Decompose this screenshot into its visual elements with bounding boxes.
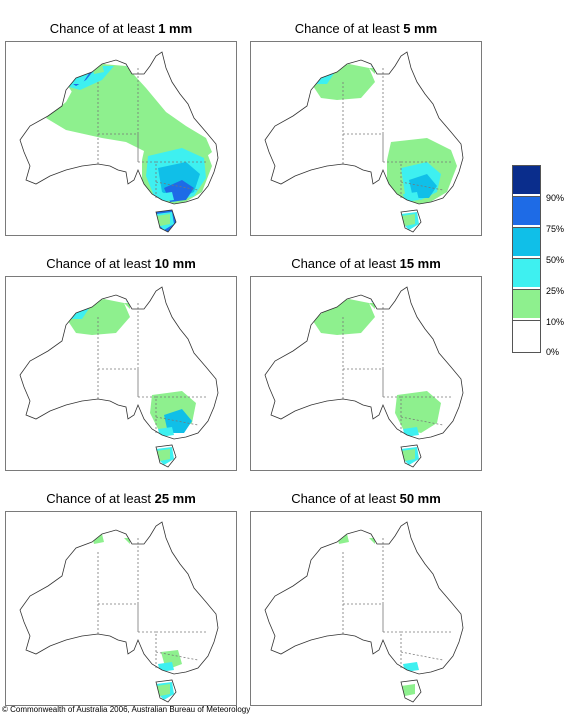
- state-border: [400, 416, 444, 426]
- probability-region: [124, 538, 130, 544]
- australia-map: [250, 511, 482, 706]
- state-border: [400, 181, 444, 191]
- legend-label: 50%: [546, 255, 565, 265]
- state-border: [98, 133, 139, 162]
- panel-title: Chance of at least 15 mm: [250, 256, 482, 271]
- probability-region: [369, 538, 375, 544]
- legend-label: 75%: [546, 224, 565, 234]
- state-border: [343, 603, 384, 632]
- coastline: [264, 51, 464, 205]
- australia-map: [5, 41, 237, 236]
- state-border: [138, 631, 157, 670]
- probability-region: [403, 192, 419, 202]
- probability-region: [401, 684, 415, 696]
- australia-map: [5, 276, 237, 471]
- probability-region: [337, 534, 349, 544]
- state-border: [155, 416, 199, 426]
- coastline: [264, 521, 464, 675]
- state-border: [98, 368, 139, 397]
- title-amount: 5 mm: [403, 21, 438, 36]
- legend-label: 25%: [546, 286, 565, 296]
- probability-region: [158, 427, 174, 437]
- title-prefix: Chance of at least: [49, 21, 155, 36]
- probability-region: [369, 303, 375, 309]
- panel-title: Chance of at least 1 mm: [5, 21, 237, 36]
- probability-region: [409, 174, 437, 198]
- state-border: [400, 651, 444, 661]
- state-border: [98, 603, 139, 632]
- title-amount: 50 mm: [399, 491, 441, 506]
- probability-region: [124, 303, 130, 309]
- coastline: [400, 444, 422, 468]
- probability-region: [156, 214, 170, 226]
- coastline: [155, 444, 177, 468]
- legend-label: 90%: [546, 193, 565, 203]
- title-amount: 1 mm: [158, 21, 193, 36]
- legend-frame: [512, 165, 541, 353]
- coastline: [400, 679, 422, 703]
- panel-title: Chance of at least 5 mm: [250, 21, 482, 36]
- coastline: [19, 286, 219, 440]
- probability-region: [156, 684, 170, 696]
- state-border: [155, 651, 199, 661]
- probability-region: [164, 409, 192, 433]
- coastline: [19, 51, 219, 205]
- probability-region: [403, 662, 419, 672]
- state-border: [155, 181, 199, 191]
- probability-region: [401, 449, 415, 461]
- australia-map: [5, 511, 237, 706]
- legend-swatch-10: [512, 289, 541, 318]
- probability-region: [401, 214, 415, 226]
- legend-label: 10%: [546, 317, 565, 327]
- title-prefix: Chance of at least: [46, 491, 151, 506]
- title-prefix: Chance of at least: [46, 256, 151, 271]
- probability-region: [158, 192, 174, 202]
- probability-region: [92, 534, 104, 544]
- title-amount: 15 mm: [399, 256, 441, 271]
- probability-region: [158, 662, 174, 672]
- title-prefix: Chance of at least: [291, 256, 396, 271]
- legend-swatch-25: [512, 258, 541, 287]
- coastline: [155, 209, 177, 233]
- probability-region: [156, 449, 170, 461]
- state-border: [383, 631, 402, 670]
- coastline: [19, 521, 219, 675]
- title-prefix: Chance of at least: [294, 21, 400, 36]
- australia-map: [250, 41, 482, 236]
- panel-title: Chance of at least 50 mm: [250, 491, 482, 506]
- coastline: [400, 209, 422, 233]
- legend-label: 0%: [546, 347, 560, 357]
- coastline: [155, 679, 177, 703]
- title-amount: 25 mm: [154, 491, 196, 506]
- copyright-footer: © Commonwealth of Australia 2006, Austra…: [2, 705, 251, 714]
- title-prefix: Chance of at least: [291, 491, 396, 506]
- australia-map: [250, 276, 482, 471]
- state-border: [343, 368, 384, 397]
- title-amount: 10 mm: [154, 256, 196, 271]
- coastline: [264, 286, 464, 440]
- probability-region: [403, 427, 419, 437]
- probability-region: [124, 68, 130, 74]
- panel-title: Chance of at least 10 mm: [5, 256, 237, 271]
- state-border: [343, 133, 384, 162]
- panel-title: Chance of at least 25 mm: [5, 491, 237, 506]
- probability-region: [369, 68, 375, 74]
